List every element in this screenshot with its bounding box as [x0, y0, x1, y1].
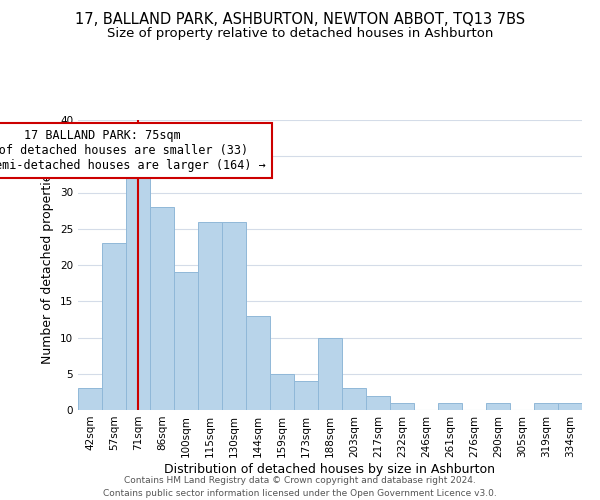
Text: 17, BALLAND PARK, ASHBURTON, NEWTON ABBOT, TQ13 7BS: 17, BALLAND PARK, ASHBURTON, NEWTON ABBO…: [75, 12, 525, 28]
Text: Size of property relative to detached houses in Ashburton: Size of property relative to detached ho…: [107, 28, 493, 40]
Bar: [126, 178, 150, 410]
Bar: [318, 338, 342, 410]
Bar: [270, 374, 294, 410]
Bar: [198, 222, 222, 410]
Bar: [558, 403, 582, 410]
Bar: [486, 403, 510, 410]
Bar: [150, 207, 174, 410]
Bar: [222, 222, 246, 410]
X-axis label: Distribution of detached houses by size in Ashburton: Distribution of detached houses by size …: [164, 462, 496, 475]
Bar: [366, 396, 390, 410]
Bar: [102, 244, 126, 410]
Text: 17 BALLAND PARK: 75sqm
← 17% of detached houses are smaller (33)
83% of semi-det: 17 BALLAND PARK: 75sqm ← 17% of detached…: [0, 128, 266, 172]
Bar: [534, 403, 558, 410]
Y-axis label: Number of detached properties: Number of detached properties: [41, 166, 55, 364]
Bar: [294, 381, 318, 410]
Bar: [390, 403, 414, 410]
Bar: [174, 272, 198, 410]
Bar: [78, 388, 102, 410]
Bar: [438, 403, 462, 410]
Text: Contains HM Land Registry data © Crown copyright and database right 2024.
Contai: Contains HM Land Registry data © Crown c…: [103, 476, 497, 498]
Bar: [342, 388, 366, 410]
Bar: [246, 316, 270, 410]
